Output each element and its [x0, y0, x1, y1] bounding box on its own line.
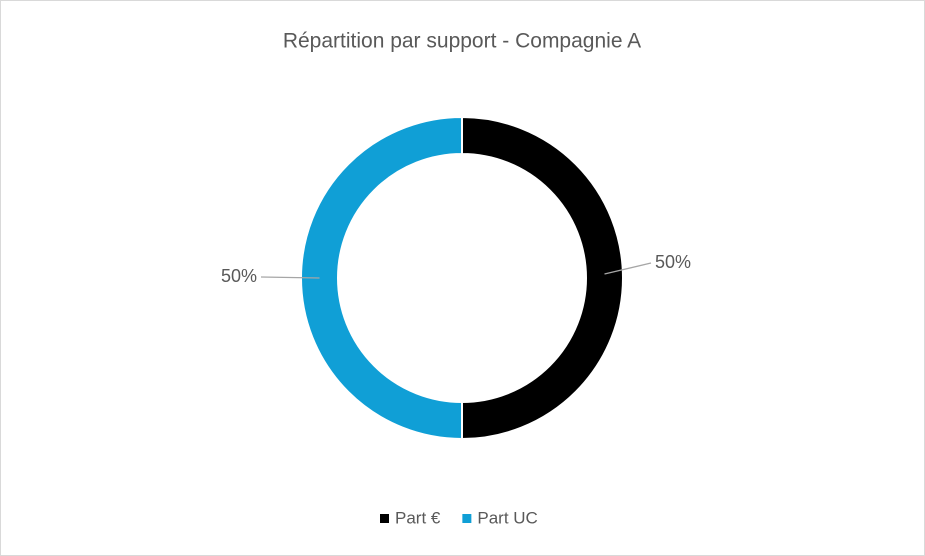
- data-label: 50%: [655, 252, 691, 272]
- doughnut-slice: [300, 115, 463, 441]
- legend-label: Part UC: [477, 508, 537, 527]
- leader-line: [604, 262, 652, 275]
- legend-marker: [462, 514, 472, 523]
- chart-title: Répartition par support - Compagnie A: [283, 30, 641, 53]
- doughnut-slice: [461, 115, 624, 441]
- leader-line: [260, 276, 320, 279]
- legend-label: Part €: [395, 508, 441, 527]
- legend-marker: [380, 514, 389, 523]
- data-label: 50%: [221, 266, 257, 286]
